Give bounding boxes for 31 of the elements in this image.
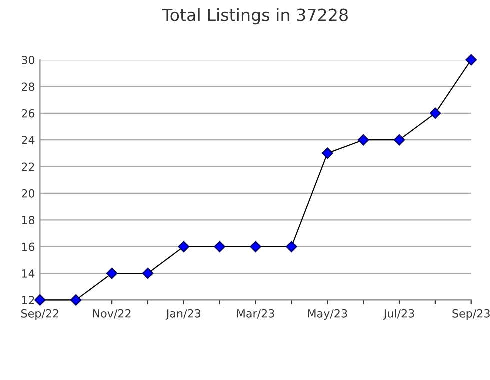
point [322,148,334,160]
x-tick-label: Mar/23 [237,309,274,319]
point [142,268,154,280]
y-tick-label: 20 [22,189,35,198]
x-tick-label: May/23 [308,309,348,320]
x-tick-label: Jan/23 [166,309,201,320]
x-tick-label: Sep/23 [452,309,490,320]
point [106,268,118,280]
point [466,54,477,66]
x-tick-label: Nov/22 [93,309,131,319]
point [430,108,442,120]
y-tick-label: 16 [22,242,35,252]
point [214,241,226,252]
point [178,241,190,252]
y-tick-label: 18 [22,216,35,225]
chart-title: Total Listings in 37228 [162,8,348,25]
y-tick-label: 12 [22,296,34,304]
y-tick-label: 26 [22,109,35,118]
point [286,241,298,252]
point [34,294,46,306]
point [394,134,406,146]
y-tick-label: 14 [22,270,35,278]
x-tick-label: Jul/23 [383,309,414,320]
y-tick-label: 22 [22,162,34,171]
y-tick-label: 30 [22,56,35,64]
point [358,134,370,146]
x-tick-label: Sep/22 [22,309,58,320]
y-tick-label: 24 [22,136,35,144]
y-tick-label: 28 [22,82,35,92]
point [70,294,82,306]
point [250,241,262,252]
